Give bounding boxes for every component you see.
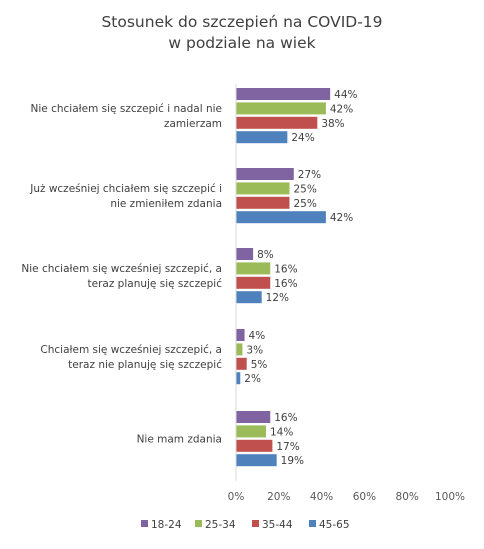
category-label: Nie mam zdania: [137, 434, 222, 446]
legend-label: 35-44: [262, 519, 293, 531]
bar: [236, 262, 271, 275]
legend: 18-24 25-34 35-44 45-65: [141, 519, 350, 531]
x-tick-label: 60%: [353, 491, 376, 503]
data-label: 42%: [330, 212, 353, 224]
bar: [236, 211, 326, 224]
x-tick-label: 0%: [228, 491, 245, 503]
bar: [236, 168, 294, 180]
data-label: 42%: [330, 103, 353, 115]
data-label: 4%: [249, 330, 266, 342]
bar: [236, 343, 243, 356]
data-label: 8%: [257, 249, 274, 261]
legend-label: 45-65: [319, 519, 350, 531]
bar: [236, 196, 290, 209]
bar: [236, 102, 326, 115]
bar: [236, 329, 245, 341]
legend-swatch: [252, 520, 259, 527]
category-label: Nie chciałem się wcześniej szczepić, a: [21, 263, 222, 275]
category-label: teraz planuję się szczepić: [88, 278, 223, 290]
bars: 44%42%38%24%27%25%25%42%8%16%16%12%4%3%5…: [236, 88, 358, 467]
bar: [236, 439, 273, 452]
bar: [236, 88, 331, 100]
data-label: 16%: [274, 278, 297, 290]
data-label: 3%: [246, 344, 263, 356]
chart-title-line: w podziale na wiek: [168, 34, 315, 52]
data-label: 25%: [294, 198, 317, 210]
data-label: 16%: [274, 412, 297, 424]
x-axis: 0% 20% 40% 60% 80% 100%: [228, 84, 465, 503]
data-label: 5%: [251, 359, 268, 371]
data-label: 2%: [244, 373, 261, 385]
bar: [236, 131, 288, 144]
data-label: 44%: [334, 89, 357, 101]
legend-swatch: [309, 520, 316, 527]
legend-label: 18-24: [151, 519, 182, 531]
data-label: 24%: [291, 132, 314, 144]
bar: [236, 372, 241, 385]
category-label: zamierzam: [164, 118, 222, 130]
bar: [236, 291, 262, 304]
chart-title-line: Stosunek do szczepień na COVID-19: [101, 13, 382, 31]
legend-swatch: [141, 520, 148, 527]
data-label: 17%: [276, 441, 299, 453]
category-label: Chciałem się wcześniej szczepić, a: [40, 344, 222, 356]
bar: [236, 357, 247, 370]
legend-swatch: [195, 520, 202, 527]
category-label: nie zmieniłem zdania: [110, 198, 222, 210]
bar: [236, 116, 318, 129]
bar: [236, 182, 290, 195]
x-tick-label: 20%: [267, 491, 290, 503]
data-label: 14%: [270, 426, 293, 438]
data-label: 25%: [294, 183, 317, 195]
x-tick-label: 80%: [396, 491, 419, 503]
category-labels: Nie chciałem się szczepić i nadal nie zam…: [21, 103, 222, 446]
bar: [236, 411, 271, 423]
legend-label: 25-34: [205, 519, 236, 531]
data-label: 27%: [298, 169, 321, 181]
category-label: Nie chciałem się szczepić i nadal nie: [31, 103, 222, 115]
x-tick-label: 40%: [310, 491, 333, 503]
bar: [236, 276, 271, 289]
data-label: 19%: [281, 455, 304, 467]
chart-title: Stosunek do szczepień na COVID-19 w podzi…: [101, 13, 382, 52]
bar: [236, 454, 277, 467]
category-label: teraz nie planuję się szczepić: [68, 359, 222, 371]
data-label: 38%: [321, 118, 344, 130]
category-label: Już wcześniej chciałem się szczepić i: [29, 183, 222, 195]
data-label: 12%: [266, 292, 289, 304]
data-label: 16%: [274, 263, 297, 275]
bar: [236, 425, 266, 438]
bar: [236, 248, 254, 260]
x-tick-label: 100%: [435, 491, 465, 503]
